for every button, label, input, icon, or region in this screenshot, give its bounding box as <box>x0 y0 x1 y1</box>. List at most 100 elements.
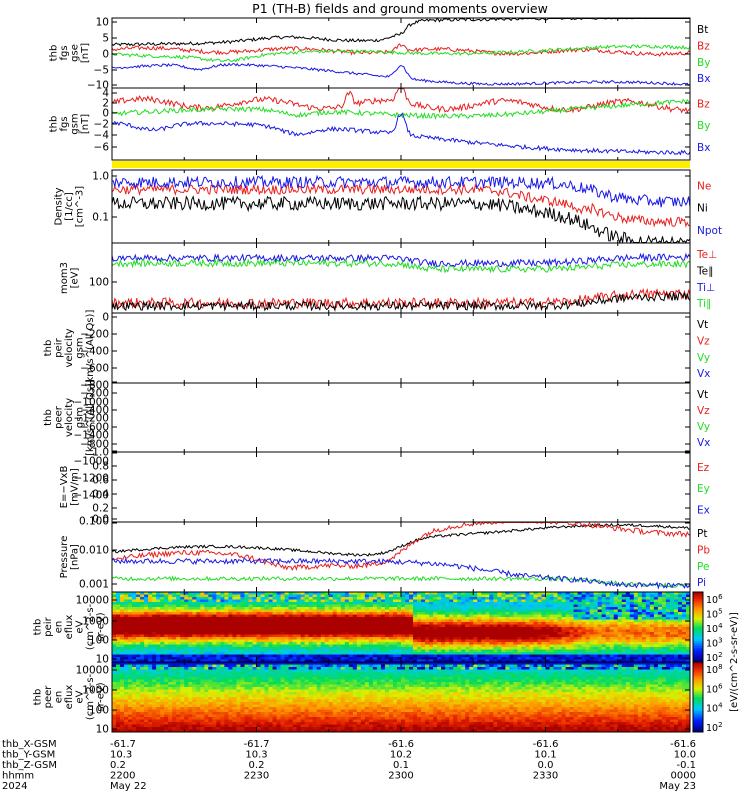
spec-cell <box>429 614 434 618</box>
spec-cell <box>641 617 647 620</box>
spec-cell <box>212 689 217 693</box>
spec-cell <box>140 652 145 655</box>
spec-cell <box>128 669 133 673</box>
spec-cell <box>228 607 233 610</box>
spec-cell <box>621 654 627 658</box>
spec-cell <box>112 712 117 715</box>
spec-cell <box>188 614 193 618</box>
spec-cell <box>392 597 398 600</box>
spec-cell <box>156 722 161 725</box>
spec-cell <box>557 619 562 623</box>
spec-cell <box>296 654 302 658</box>
spec-cell <box>124 619 129 623</box>
spec-cell <box>192 632 197 635</box>
spec-cell <box>256 644 261 648</box>
spec-cell <box>192 709 197 713</box>
spec-cell <box>248 642 253 645</box>
spec-cell <box>336 652 342 655</box>
spec-cell <box>629 639 635 643</box>
spec-cell <box>160 644 165 648</box>
spec-cell <box>148 729 153 733</box>
spec-cell <box>316 632 322 635</box>
spec-cell <box>176 637 181 640</box>
spec-cell <box>248 619 253 623</box>
spec-cell <box>244 594 249 598</box>
spec-cell <box>509 629 514 633</box>
spec-cell <box>617 642 623 645</box>
spec-cell <box>537 622 542 625</box>
spec-cell <box>124 642 129 645</box>
spec-cell <box>112 617 117 620</box>
spec-cell <box>597 649 603 653</box>
spec-cell <box>128 699 133 703</box>
spec-cell <box>549 602 554 605</box>
spec-cell <box>284 644 290 648</box>
spec-cell <box>140 679 145 683</box>
spec-cell <box>152 627 157 630</box>
spec-cell <box>188 712 193 715</box>
spec-cell <box>597 604 603 608</box>
spec-cell <box>224 694 229 698</box>
spec-cell <box>392 632 398 635</box>
spec-cell <box>340 592 346 595</box>
spec-cell <box>304 617 310 620</box>
spec-cell <box>473 607 478 610</box>
spec-cell <box>328 644 334 648</box>
spec-cell <box>164 687 169 690</box>
spec-cell <box>661 617 667 620</box>
spec-cell <box>316 607 322 610</box>
spec-cell <box>136 692 141 695</box>
spec-cell <box>497 599 502 603</box>
spec-cell <box>465 644 470 648</box>
spec-cell <box>208 687 213 690</box>
spec-cell <box>200 714 205 718</box>
spec-cell <box>144 612 149 615</box>
spec-cell <box>136 609 141 613</box>
spec-cell <box>140 622 145 625</box>
spec-cell <box>296 629 302 633</box>
spec-cell <box>425 632 430 635</box>
spec-cell <box>216 637 221 640</box>
spec-cell <box>220 702 225 705</box>
spec-cell <box>236 717 241 720</box>
spec-cell <box>144 679 149 683</box>
spec-cell <box>168 722 173 725</box>
spec-cell <box>240 609 245 613</box>
spec-cell <box>449 659 454 663</box>
spec-cell <box>292 644 298 648</box>
spec-cell <box>208 604 213 608</box>
spec-cell <box>164 689 169 693</box>
spec-cell <box>384 642 390 645</box>
spec-cell <box>300 597 306 600</box>
spec-cell <box>196 597 201 600</box>
spec-cell <box>284 649 290 653</box>
spec-cell <box>212 682 217 685</box>
spec-cell <box>312 617 318 620</box>
spec-cell <box>220 717 225 720</box>
spec-cell <box>148 724 153 728</box>
spec-cell <box>685 594 691 598</box>
spec-cell <box>457 639 462 643</box>
spec-cell <box>356 654 362 658</box>
spec-cell <box>633 659 639 663</box>
spec-cell <box>216 629 221 633</box>
spec-cell <box>152 694 157 698</box>
spec-cell <box>401 632 406 635</box>
spec-cell <box>585 622 591 625</box>
spec-cell <box>196 614 201 618</box>
spec-cell <box>605 607 611 610</box>
spec-cell <box>124 719 129 723</box>
spec-cell <box>176 687 181 690</box>
spec-cell <box>445 644 450 648</box>
spec-cell <box>533 632 538 635</box>
spec-cell <box>589 652 595 655</box>
spec-cell <box>597 659 603 663</box>
spec-cell <box>280 592 285 595</box>
spec-cell <box>192 674 197 678</box>
spec-cell <box>493 619 498 623</box>
spec-cell <box>505 594 510 598</box>
spec-cell <box>413 622 418 625</box>
spec-cell <box>617 602 623 605</box>
spec-cell <box>485 622 490 625</box>
spec-cell <box>621 649 627 653</box>
